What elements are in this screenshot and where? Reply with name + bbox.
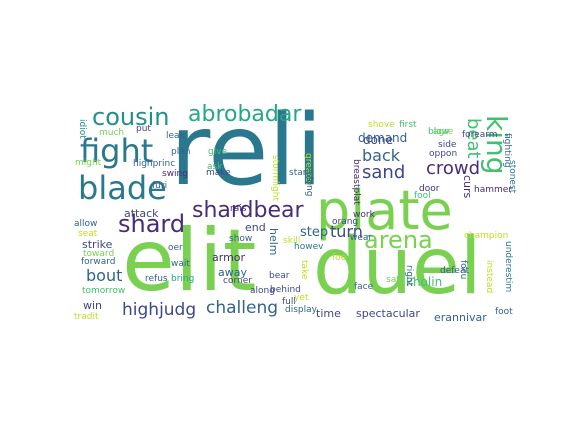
- word-refus: refus: [145, 274, 168, 284]
- word-away: away: [218, 266, 247, 279]
- word-elit: elit: [122, 211, 257, 311]
- word-tradit: tradit: [74, 312, 99, 322]
- word-bear: bear: [269, 271, 290, 281]
- word-shard: shard: [118, 210, 186, 238]
- word-spectacular: spectacular: [356, 307, 420, 320]
- word-leak: leak: [166, 131, 185, 141]
- word-shardbear: shardbear: [192, 198, 304, 223]
- word-bout: bout: [86, 266, 123, 285]
- word-fight: fight: [80, 132, 154, 170]
- word-turn: turn: [330, 222, 363, 241]
- word-allow: allow: [74, 219, 98, 229]
- word-first: first: [399, 120, 417, 130]
- word-put: put: [136, 124, 151, 134]
- word-side: side: [438, 140, 457, 150]
- word-long: long: [304, 177, 314, 197]
- word-orang: orang: [332, 217, 359, 227]
- word-bring: bring: [171, 274, 195, 284]
- word-duel: duel: [313, 222, 482, 312]
- word-behind: behind: [270, 285, 301, 295]
- word-breastplat: breastplat: [351, 159, 361, 205]
- word-kholin: kholin: [406, 275, 443, 289]
- word-show: show: [229, 234, 253, 244]
- word-furi: furi: [152, 181, 168, 191]
- word-highjudg: highjudg: [122, 300, 197, 320]
- word-arena: arena: [364, 226, 433, 254]
- word-right: right: [404, 265, 414, 287]
- word-sat: sat: [386, 275, 400, 285]
- word-idiot: idiot: [77, 119, 87, 139]
- word-instead: instead: [484, 260, 494, 294]
- word-might: might: [75, 158, 102, 168]
- word-seat: seat: [78, 229, 98, 239]
- word-cloud: reli elit duel plate fight blade cousin abrobad…: [70, 100, 517, 324]
- word-erannivar: erannivar: [434, 311, 487, 324]
- word-blade: blade: [78, 169, 167, 207]
- word-reli: reli: [170, 100, 323, 208]
- word-make: make: [206, 168, 231, 178]
- word-swing: swing: [162, 169, 188, 179]
- word-fool: fool: [414, 191, 431, 201]
- word-oer: oer: [168, 243, 183, 253]
- word-shove: shove: [368, 120, 395, 130]
- word-attack: attack: [124, 207, 159, 220]
- word-full: full: [282, 297, 296, 307]
- word-armor: armor: [212, 251, 246, 264]
- word-forward: forward: [81, 257, 116, 267]
- word-defeat: defeat: [440, 266, 469, 276]
- word-time: time: [316, 307, 341, 320]
- word-demand: demand: [358, 131, 408, 145]
- word-much: much: [99, 128, 125, 138]
- word-plate: plate: [316, 179, 453, 242]
- word-corner: corner: [223, 276, 252, 286]
- word-blow: blow: [428, 127, 450, 137]
- word-agre: agre: [433, 127, 454, 137]
- word-tomorrow: tomorrow: [82, 286, 126, 296]
- word-hammer: hammer: [474, 185, 512, 195]
- word-strike: strike: [82, 238, 113, 251]
- word-ask: ask: [207, 162, 223, 172]
- word-skill: skill: [283, 236, 301, 246]
- word-plan: plan: [171, 147, 191, 157]
- word-highprinc: highprinc: [133, 159, 176, 169]
- word-take: take: [299, 260, 309, 280]
- word-display: display: [285, 305, 317, 315]
- word-challeng: challeng: [206, 298, 279, 318]
- word-end: end: [245, 221, 266, 234]
- word-give: give: [208, 147, 228, 157]
- word-done: done: [363, 133, 393, 147]
- word-wear: wear: [350, 233, 373, 243]
- word-oppon: oppon: [429, 149, 458, 159]
- word-back: back: [362, 146, 401, 165]
- word-wait: wait: [171, 259, 190, 269]
- word-along: along: [250, 286, 275, 296]
- word-stanc: stanc: [289, 168, 314, 178]
- word-helm: helm: [267, 228, 280, 256]
- word-foe: foe: [332, 253, 347, 263]
- word-sand: sand: [362, 162, 406, 183]
- word-door: door: [419, 184, 440, 194]
- word-foot: foot: [495, 307, 513, 317]
- word-step: step: [300, 225, 329, 240]
- word-underestim: underestim: [503, 241, 513, 293]
- word-crowd: crowd: [426, 158, 481, 179]
- word-cousin: cousin: [92, 103, 170, 131]
- word-rais: rais: [230, 204, 247, 214]
- word-toward: toward: [83, 249, 115, 259]
- word-howev: howev: [294, 242, 324, 252]
- word-work: work: [353, 210, 375, 220]
- word-yet: yet: [294, 293, 309, 303]
- word-abrobadar: abrobadar: [188, 102, 302, 127]
- word-stormlight: stormlight: [270, 155, 280, 201]
- word-face: face: [354, 282, 374, 292]
- word-curs: curs: [461, 175, 474, 199]
- word-win: win: [83, 299, 103, 312]
- word-forearm: forearm: [462, 130, 498, 140]
- word-champion: champion: [464, 231, 509, 241]
